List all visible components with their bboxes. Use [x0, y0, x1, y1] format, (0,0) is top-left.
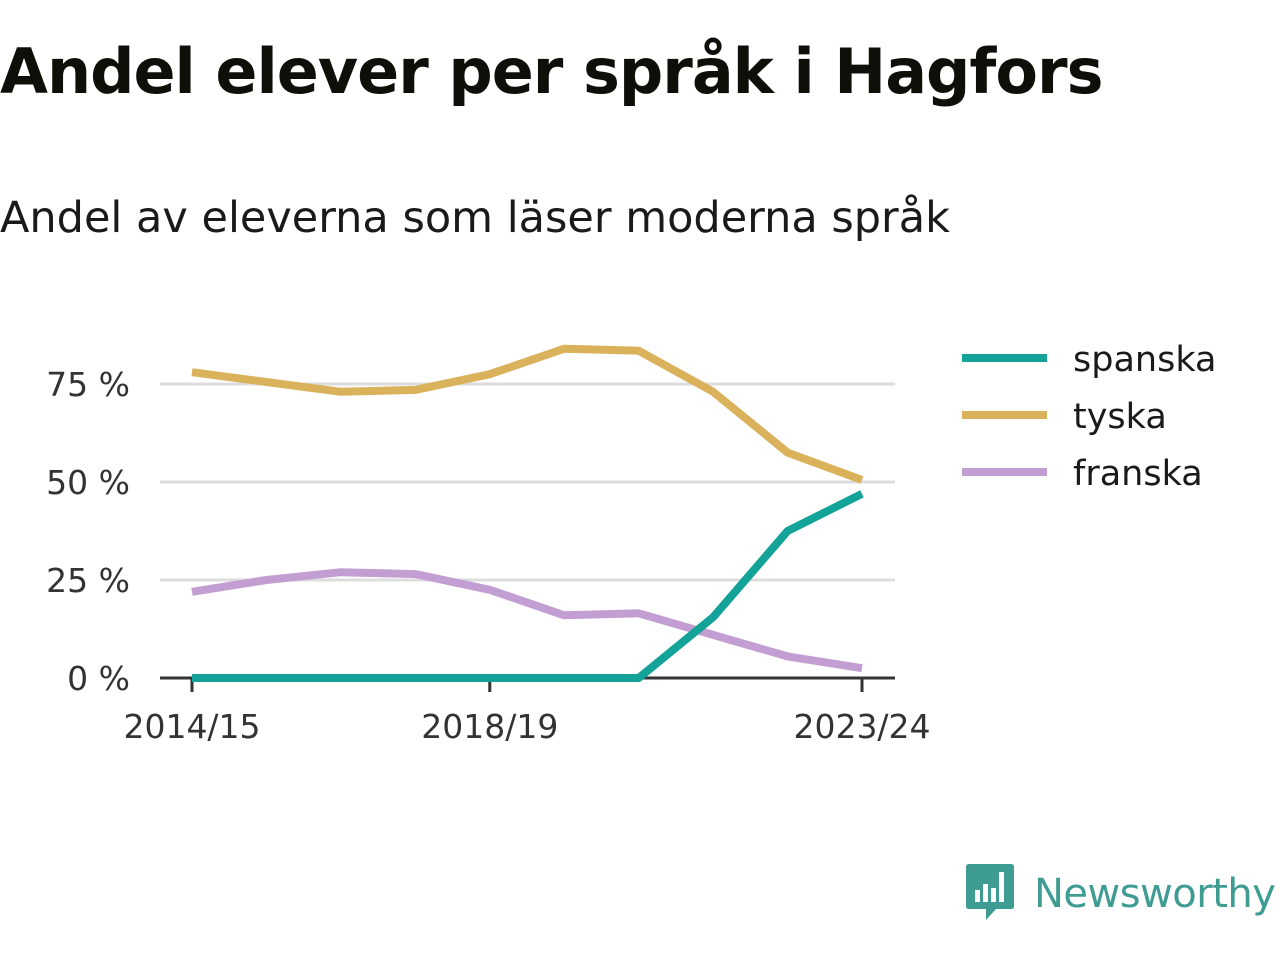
x-tick-label: 2023/24 — [793, 707, 930, 746]
y-tick-label: 25 % — [46, 561, 130, 600]
series-line-tyska — [191, 344, 864, 484]
series-line-spanska — [192, 490, 864, 682]
newsworthy-logo-icon — [964, 862, 1016, 926]
y-tick-label: 0 % — [67, 659, 130, 698]
chart-subtitle: Andel av eleverna som läser moderna språ… — [0, 193, 950, 243]
legend: spanska tyska franska — [962, 340, 1216, 494]
x-axis-tick-labels: 2014/15 2018/19 2023/24 — [123, 707, 930, 746]
y-tick-label: 50 % — [46, 463, 130, 502]
x-tick-label: 2018/19 — [421, 707, 558, 746]
legend-label-tyska: tyska — [1073, 397, 1167, 437]
x-tick-label: 2014/15 — [123, 707, 260, 746]
y-axis-tick-labels: 0 % 25 % 50 % 75 % — [46, 365, 130, 698]
y-tick-label: 75 % — [46, 365, 130, 404]
brand-name: Newsworthy — [1034, 871, 1276, 917]
brand-logo: Newsworthy — [964, 862, 1276, 926]
legend-label-spanska: spanska — [1073, 340, 1216, 380]
legend-label-franska: franska — [1073, 454, 1203, 494]
grid-lines — [160, 382, 895, 582]
chart-title: Andel elever per språk i Hagfors — [0, 35, 1103, 108]
series-line-franska — [191, 568, 863, 673]
series-lines — [191, 344, 864, 682]
